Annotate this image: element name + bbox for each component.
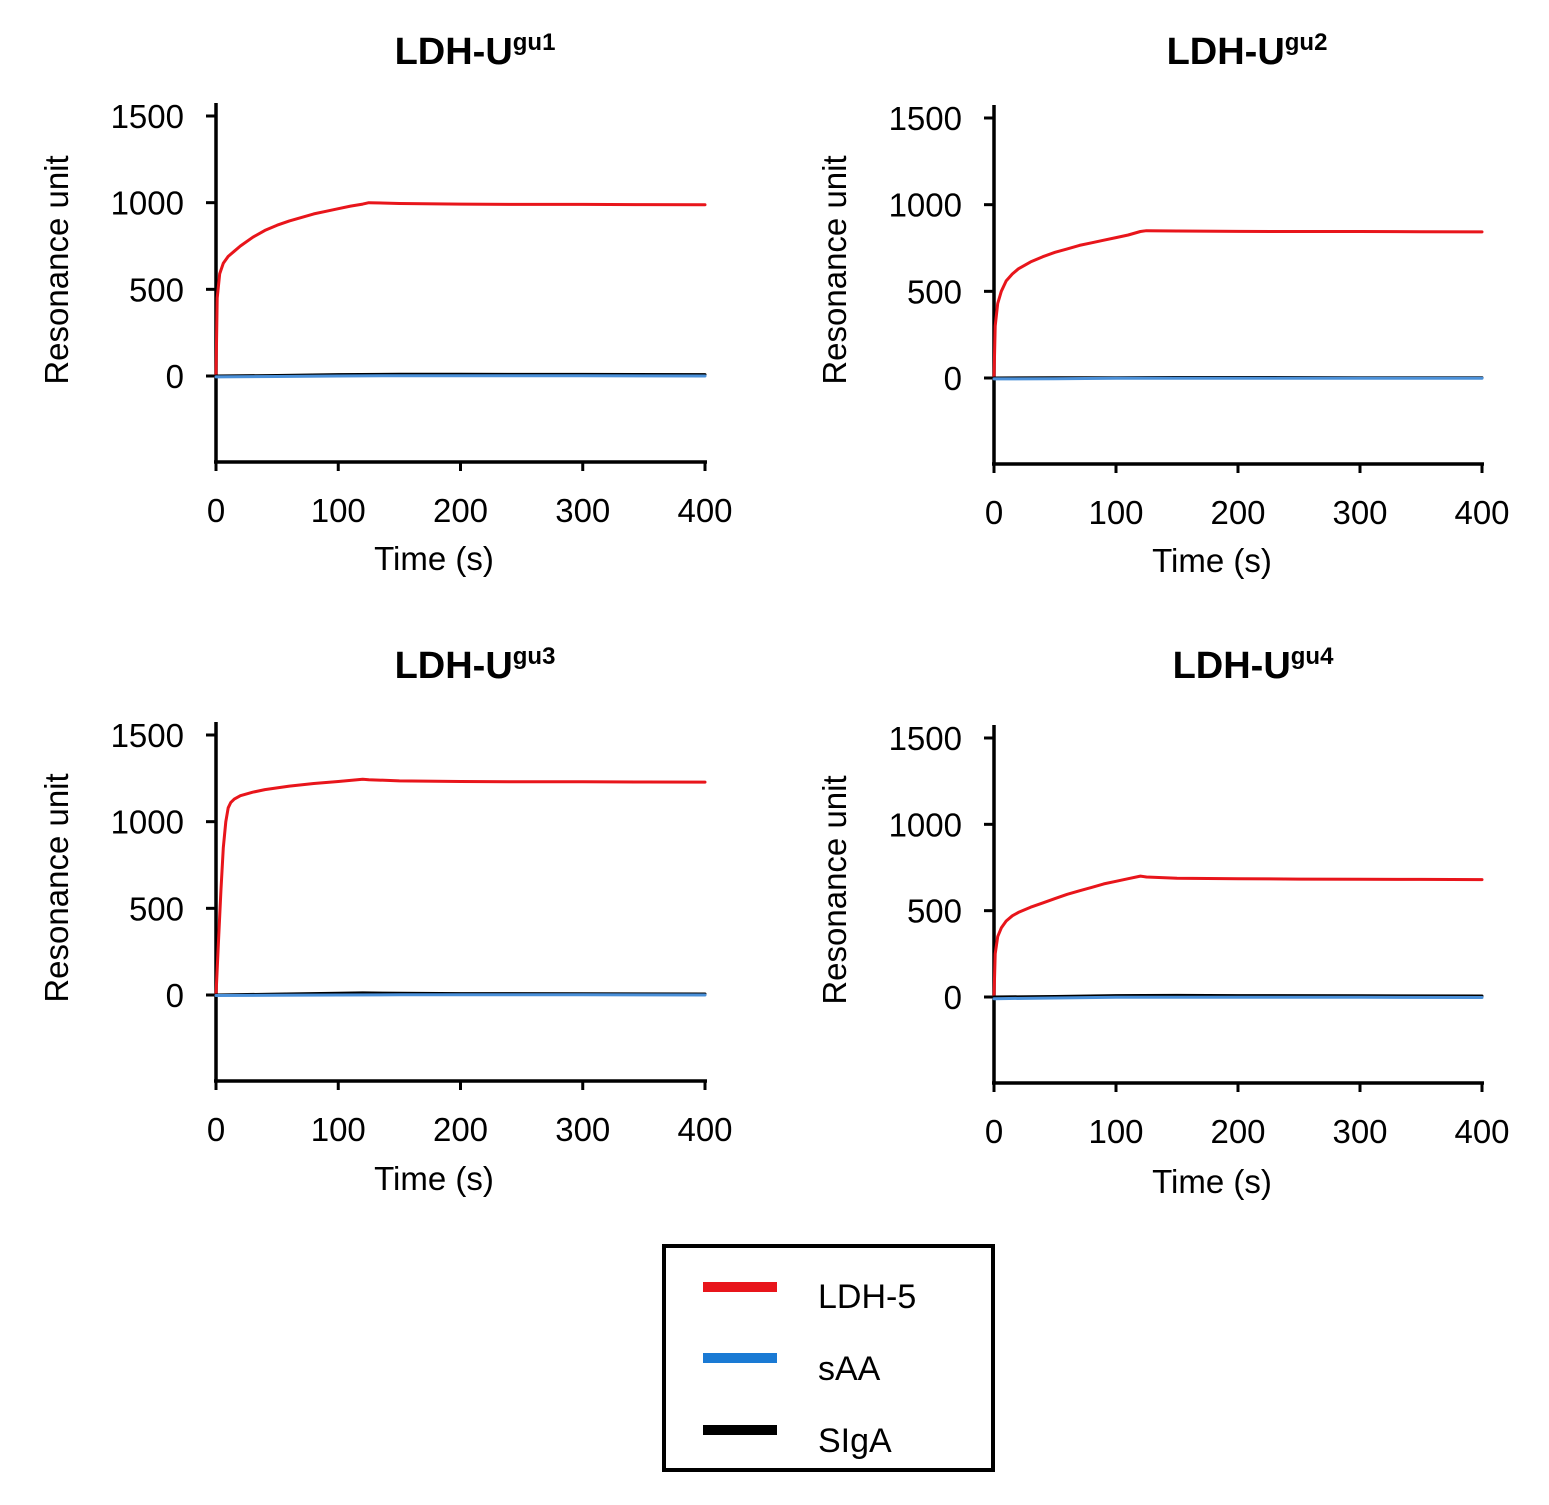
chart-panel-2: LDH-Ugu2 0 500 1000 1500 0 100 200 300 400 Time (s… [816, 29, 1510, 579]
x-tick-label: 100 [311, 1111, 366, 1148]
x-axis-label: Time (s) [374, 540, 494, 577]
series-line-saa [992, 376, 1484, 381]
series-line-saa [992, 995, 1484, 1001]
x-tick-label: 0 [207, 1111, 225, 1148]
x-axis-label: Time (s) [1152, 542, 1272, 579]
y-tick-label: 1500 [889, 720, 962, 757]
y-tick-label: 0 [166, 358, 184, 395]
chart-title-main: LDH-U [1173, 645, 1291, 687]
y-axis-label: Resonance unit [816, 775, 853, 1004]
chart-panel-1: LDH-Ugu1 0 500 1000 1500 0 100 200 300 400 Time (s… [38, 29, 733, 577]
y-tick-label: 1500 [111, 98, 184, 135]
series-line-saa [214, 993, 707, 997]
chart-title: LDH-Ugu4 [1173, 643, 1335, 687]
series-line-ldh5 [992, 874, 1484, 999]
series-line-saa [214, 374, 707, 379]
y-axis-label: Resonance unit [38, 773, 75, 1002]
x-tick-label: 100 [1088, 494, 1143, 531]
x-tick-label: 0 [985, 494, 1003, 531]
chart-panel-3: LDH-Ugu3 0 500 1000 1500 0 100 200 300 400 Time (s… [38, 643, 733, 1197]
series-line-ldh5 [214, 777, 707, 997]
chart-title-main: LDH-U [395, 645, 513, 687]
x-tick-label: 200 [1210, 1113, 1265, 1150]
y-tick-label: 1000 [889, 806, 962, 843]
y-tick-label: 1500 [111, 717, 184, 754]
y-tick-label: 1500 [889, 100, 962, 137]
x-tick-label: 400 [1454, 1113, 1509, 1150]
legend-label-ldh5: LDH-5 [818, 1278, 916, 1316]
x-tick-label: 400 [1454, 494, 1509, 531]
chart-title-superscript: gu2 [1285, 29, 1328, 56]
y-tick-label: 500 [907, 273, 962, 310]
x-tick-label: 300 [1332, 1113, 1387, 1150]
x-tick-label: 300 [555, 492, 610, 529]
x-tick-label: 200 [1210, 494, 1265, 531]
series-line-ldh5 [992, 229, 1484, 380]
x-tick-label: 100 [311, 492, 366, 529]
y-tick-label: 0 [944, 979, 962, 1016]
series-line-ldh5 [214, 201, 707, 378]
legend: LDH-5 sAA SIgA [662, 1244, 995, 1472]
x-tick-label: 0 [985, 1113, 1003, 1150]
x-tick-label: 200 [433, 492, 488, 529]
y-axis-label: Resonance unit [38, 155, 75, 384]
x-tick-label: 0 [207, 492, 225, 529]
y-tick-label: 0 [944, 360, 962, 397]
x-tick-label: 100 [1088, 1113, 1143, 1150]
chart-panel-4: LDH-Ugu4 0 500 1000 1500 0 100 200 300 400 Time (s… [816, 643, 1510, 1200]
chart-title-main: LDH-U [395, 31, 513, 73]
legend-label-siga: SIgA [818, 1422, 892, 1460]
chart-title: LDH-Ugu1 [395, 29, 556, 73]
y-tick-label: 1000 [111, 804, 184, 841]
x-tick-label: 400 [677, 492, 732, 529]
chart-title: LDH-Ugu3 [395, 643, 556, 687]
legend-label-saa: sAA [818, 1350, 881, 1388]
x-tick-label: 300 [1332, 494, 1387, 531]
x-tick-label: 200 [433, 1111, 488, 1148]
x-axis-label: Time (s) [374, 1160, 494, 1197]
y-tick-label: 1000 [111, 185, 184, 222]
y-tick-label: 500 [129, 890, 184, 927]
chart-title-superscript: gu1 [513, 29, 556, 56]
chart-title-main: LDH-U [1167, 31, 1285, 73]
y-tick-label: 1000 [889, 187, 962, 224]
chart-title-superscript: gu3 [513, 643, 556, 670]
x-axis-label: Time (s) [1152, 1163, 1272, 1200]
chart-title: LDH-Ugu2 [1167, 29, 1328, 73]
y-tick-label: 500 [129, 271, 184, 308]
x-tick-label: 300 [555, 1111, 610, 1148]
x-tick-label: 400 [677, 1111, 732, 1148]
y-tick-label: 500 [907, 893, 962, 930]
y-tick-label: 0 [166, 977, 184, 1014]
chart-title-superscript: gu4 [1291, 643, 1334, 670]
y-axis-label: Resonance unit [816, 155, 853, 384]
